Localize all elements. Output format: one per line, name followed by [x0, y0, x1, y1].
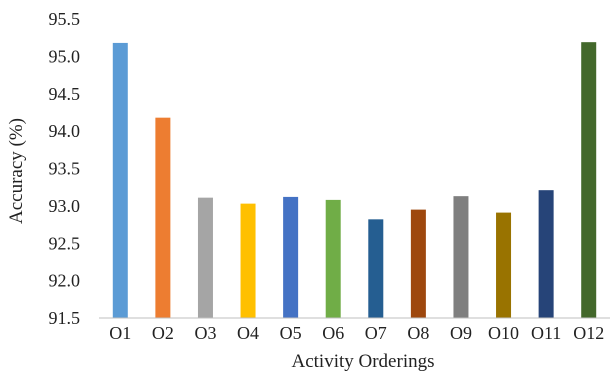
y-axis-title: Accuracy (%): [6, 118, 27, 224]
bar-o9: [453, 196, 469, 318]
bar-o4: [240, 203, 256, 318]
x-tick-label-o8: O8: [407, 323, 429, 343]
x-tick-label-o6: O6: [322, 323, 344, 343]
bar-o12: [581, 42, 597, 319]
x-tick-label-o4: O4: [237, 323, 259, 343]
x-tick-label-o12: O12: [573, 323, 604, 343]
y-tick-label: 94.5: [49, 84, 81, 104]
y-tick-label: 95.0: [49, 46, 81, 66]
bar-o7: [368, 219, 384, 318]
y-tick-label: 92.0: [49, 271, 81, 291]
y-tick-label: 92.5: [49, 233, 81, 253]
y-tick-label: 93.0: [49, 196, 81, 216]
bar-o2: [155, 117, 171, 318]
bar-o3: [197, 197, 213, 318]
x-tick-label-o10: O10: [488, 323, 519, 343]
x-tick-label-o2: O2: [152, 323, 174, 343]
x-tick-label-o1: O1: [109, 323, 131, 343]
x-tick-label-o9: O9: [450, 323, 472, 343]
bar-o8: [410, 209, 426, 318]
y-tick-label: 95.5: [49, 9, 81, 29]
bar-o1: [112, 42, 128, 319]
x-tick-label-o5: O5: [280, 323, 302, 343]
y-tick-label: 93.5: [49, 159, 81, 179]
bar-o6: [325, 199, 341, 318]
x-tick-label-o7: O7: [365, 323, 387, 343]
x-axis-title: Activity Orderings: [291, 351, 434, 372]
x-tick-label-o3: O3: [194, 323, 216, 343]
bar-o5: [283, 196, 299, 318]
y-axis-ticks: 91.5 92.0 92.5 93.0 93.5 94.0 94.5 95.0 95.5: [49, 9, 81, 328]
y-tick-label: 91.5: [49, 308, 81, 328]
x-tick-label-o11: O11: [531, 323, 561, 343]
bar-o10: [496, 212, 512, 318]
bar-o11: [538, 190, 554, 318]
y-tick-label: 94.0: [49, 121, 81, 141]
bars: [112, 42, 597, 319]
x-axis-ticks: O1 O2 O3 O4 O5 O6 O7 O8 O9 O10 O11 O12: [109, 323, 604, 343]
